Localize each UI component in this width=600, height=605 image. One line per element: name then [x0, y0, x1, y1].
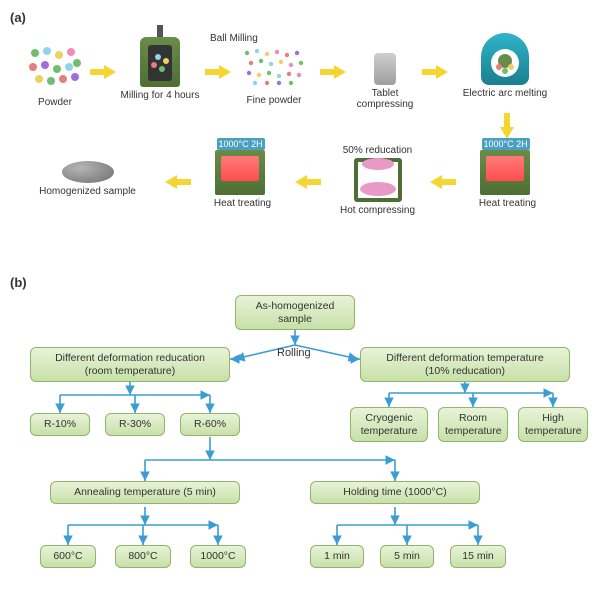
step-heat1-label: Heat treating: [465, 198, 550, 209]
arrow-icon: [422, 65, 448, 79]
node-anneal: Annealing temperature (5 min): [50, 481, 240, 504]
reduction-annotation: 50% reducation: [330, 145, 425, 156]
panel-a-label: (a): [10, 10, 590, 25]
arc-chamber-icon: [481, 33, 529, 85]
step-arc-label: Electric arc melting: [455, 88, 555, 99]
arrow-icon: [320, 65, 346, 79]
step-arc: Electric arc melting: [455, 33, 555, 99]
step-powder: Powder: [20, 43, 90, 108]
step-tablet: Tabletcompressing: [350, 47, 420, 110]
node-high: Hightemperature: [518, 407, 588, 442]
node-r10: R-10%: [30, 413, 90, 436]
node-t1000: 1000°C: [190, 545, 246, 568]
hot-press-icon: [354, 158, 402, 202]
step-homog: Homogenized sample: [20, 157, 155, 197]
step-milling-label: Milling for 4 hours: [120, 90, 200, 101]
node-room: Roomtemperature: [438, 407, 508, 442]
panel-b: As-homogenizedsample Rolling Different d…: [10, 295, 590, 595]
step-heat-1: 1000°C 2H Heat treating: [465, 150, 550, 209]
node-root: As-homogenizedsample: [235, 295, 355, 330]
node-left-branch: Different deformation reducation(room te…: [30, 347, 230, 382]
node-right-branch: Different deformation temperature(10% re…: [360, 347, 570, 382]
panel-a: Powder Milling for 4 hours Ball Milling …: [10, 25, 590, 275]
ball-milling-annotation: Ball Milling: [210, 33, 258, 44]
node-m5: 5 min: [380, 545, 434, 568]
step-fine-label: Fine powder: [235, 95, 313, 106]
step-heat2-label: Heat treating: [200, 198, 285, 209]
node-cryo: Cryogenictemperature: [350, 407, 428, 442]
step-homog-label: Homogenized sample: [20, 186, 155, 197]
node-m1: 1 min: [310, 545, 364, 568]
panel-b-label: (b): [10, 275, 590, 290]
step-fine-powder: Fine powder: [235, 45, 313, 106]
powder-icon: [25, 43, 85, 91]
arrow-icon: [430, 175, 456, 189]
node-t600: 600°C: [40, 545, 96, 568]
step-heat-2: 1000°C 2H Heat treating: [200, 150, 285, 209]
step-hot: 50% reducation Hot compressing: [330, 145, 425, 216]
fine-powder-icon: [239, 45, 309, 89]
step-hot-label: Hot compressing: [330, 205, 425, 216]
arrow-icon: [500, 113, 514, 139]
node-t800: 800°C: [115, 545, 171, 568]
node-m15: 15 min: [450, 545, 506, 568]
sample-disc-icon: [62, 161, 114, 183]
arrow-icon: [295, 175, 321, 189]
step-powder-label: Powder: [20, 97, 90, 108]
mill-jar-icon: [140, 37, 180, 87]
heat2-temp-badge: 1000°C 2H: [217, 138, 265, 150]
node-r60: R-60%: [180, 413, 240, 436]
node-hold: Holding time (1000°C): [310, 481, 480, 504]
furnace-icon: [480, 150, 530, 195]
heat1-temp-badge: 1000°C 2H: [482, 138, 530, 150]
node-rolling: Rolling: [277, 347, 311, 359]
arrow-icon: [205, 65, 231, 79]
step-milling: Milling for 4 hours: [120, 37, 200, 101]
arrow-icon: [165, 175, 191, 189]
step-tablet-label: Tabletcompressing: [350, 88, 420, 110]
arrow-icon: [90, 65, 116, 79]
furnace-icon: [215, 150, 265, 195]
tablet-icon: [374, 53, 396, 85]
node-r30: R-30%: [105, 413, 165, 436]
